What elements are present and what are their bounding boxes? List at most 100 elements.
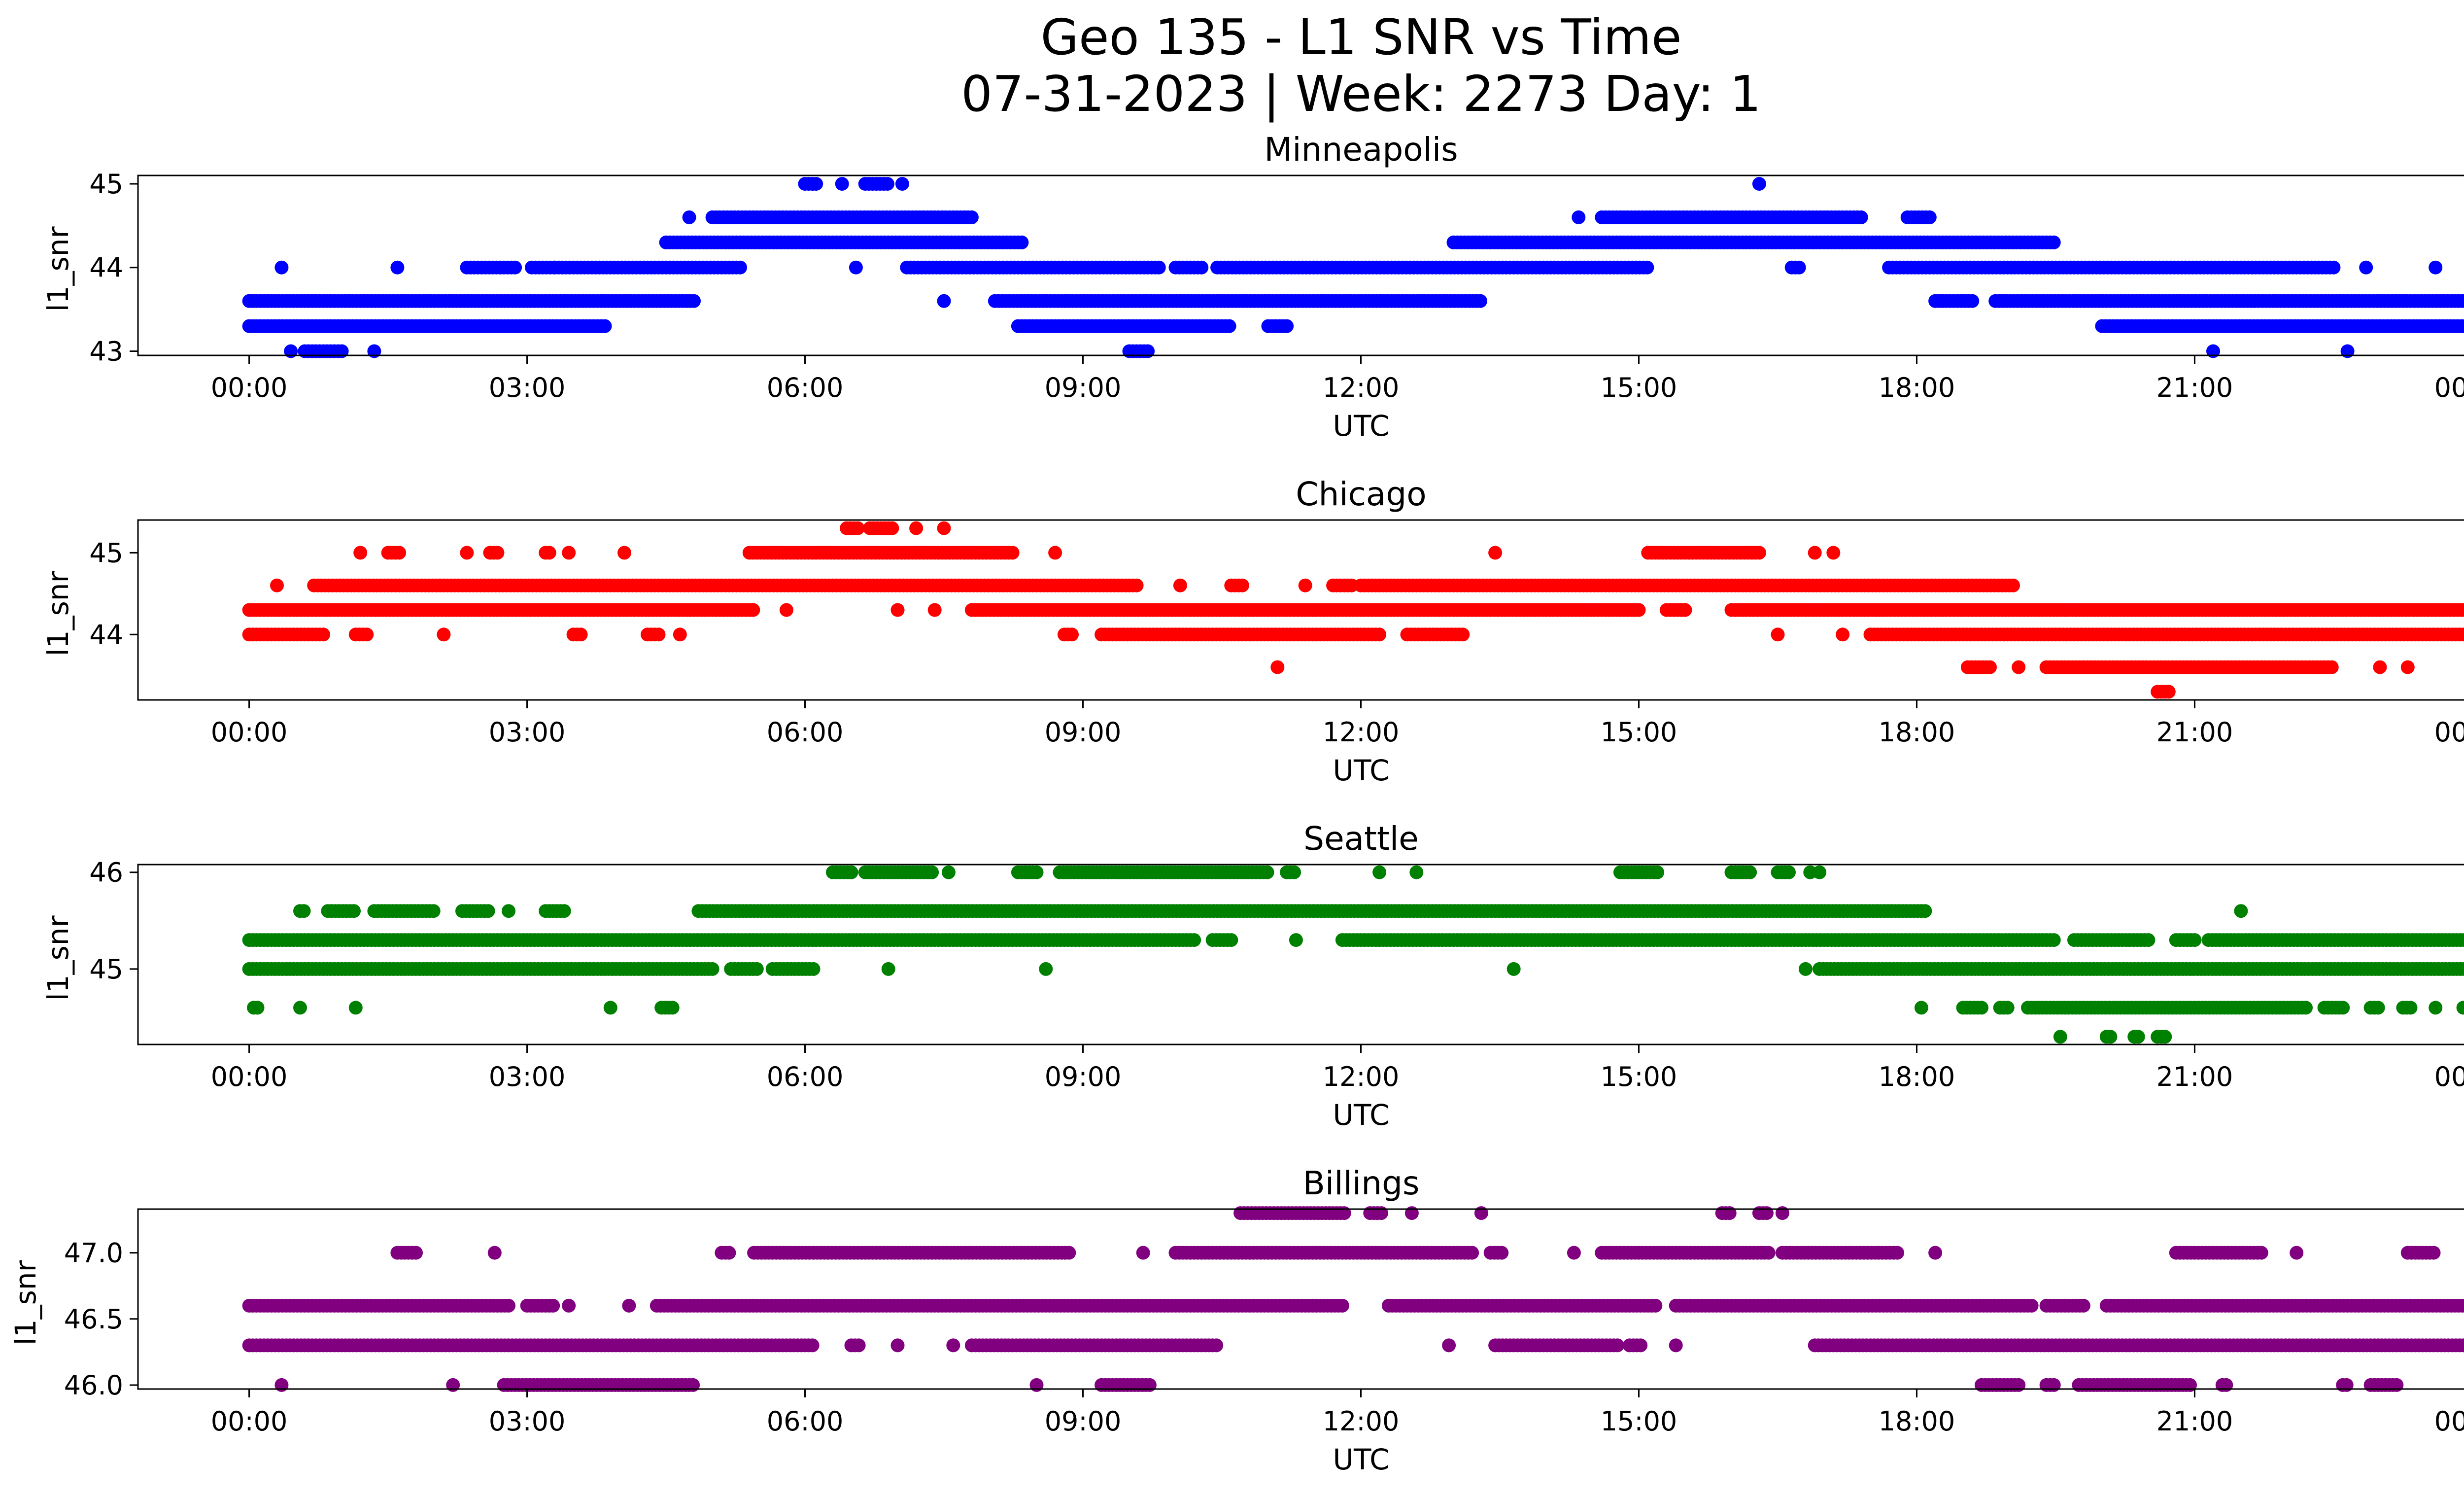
data-point <box>2400 660 2415 674</box>
data-point <box>1678 603 1692 617</box>
data-point <box>1752 546 1766 560</box>
data-point <box>2188 933 2202 947</box>
data-point <box>1798 962 1813 976</box>
data-point <box>890 1338 905 1353</box>
data-point <box>1270 660 1285 674</box>
y-tick-label: 45 <box>89 954 123 985</box>
data-point <box>274 1378 289 1392</box>
data-point <box>481 904 495 918</box>
data-point <box>651 627 666 642</box>
data-point <box>1975 1001 1988 1015</box>
data-point <box>2234 904 2248 918</box>
data-point <box>1029 1378 1044 1392</box>
data-point <box>2373 660 2387 674</box>
data-point <box>682 210 696 224</box>
data-point <box>881 962 895 976</box>
data-point <box>360 627 374 642</box>
y-axis-label: l1_snr <box>9 1260 42 1345</box>
data-point <box>617 546 631 560</box>
data-points <box>242 865 2464 1044</box>
data-point <box>1048 546 1062 560</box>
x-tick-label: 21:00 <box>2156 372 2233 403</box>
data-point <box>574 627 588 642</box>
x-tick-label: 12:00 <box>1323 372 1400 403</box>
data-point <box>1792 260 1806 275</box>
data-point <box>2325 660 2339 674</box>
data-point <box>2053 1030 2067 1044</box>
x-tick-label: 09:00 <box>1045 372 1122 403</box>
data-point <box>1173 578 1187 592</box>
data-point <box>2158 1030 2172 1044</box>
data-point <box>2103 1030 2118 1044</box>
data-point <box>2456 1001 2464 1015</box>
data-point <box>1195 260 1209 275</box>
data-point <box>2458 319 2464 333</box>
data-point <box>964 210 979 224</box>
data-point <box>1808 546 1822 560</box>
data-point <box>508 260 522 275</box>
panel-title: Minneapolis <box>1264 131 1458 169</box>
minneapolis-panel: Minneapolis UTC l1_snr 00:00 03:00 06:00 09… <box>41 131 2464 443</box>
data-point <box>2006 578 2020 592</box>
x-tick-label: 15:00 <box>1601 1061 1677 1092</box>
data-point <box>562 546 576 560</box>
data-point <box>2429 260 2443 275</box>
x-tick-label: 03:00 <box>489 717 566 748</box>
data-point <box>1506 962 1521 976</box>
data-point <box>460 546 474 560</box>
data-point <box>353 546 368 560</box>
data-point <box>750 962 764 976</box>
panel-title: Chicago <box>1296 475 1426 513</box>
x-tick-label: 18:00 <box>1879 1061 1955 1092</box>
data-point <box>1752 177 1766 191</box>
data-point <box>316 627 330 642</box>
y-tick-label: 44 <box>89 619 123 650</box>
y-axis-label: l1_snr <box>41 571 75 656</box>
data-point <box>437 627 451 642</box>
data-point <box>1298 578 1312 592</box>
data-point <box>673 627 687 642</box>
data-point <box>835 177 849 191</box>
y-tick-label: 46 <box>89 857 123 888</box>
data-point <box>2339 1378 2354 1392</box>
data-point <box>1669 1338 1683 1353</box>
data-point <box>849 260 863 275</box>
data-point <box>2463 297 2464 305</box>
data-point <box>1488 546 1503 560</box>
data-point <box>1456 627 1470 642</box>
data-point <box>1129 578 1144 592</box>
data-point <box>805 1338 820 1353</box>
data-point <box>1854 210 1868 224</box>
data-point <box>1280 319 1294 333</box>
data-point <box>2012 1378 2026 1392</box>
data-point <box>1152 260 1166 275</box>
data-point <box>925 865 939 879</box>
x-tick-label: 15:00 <box>1601 372 1677 403</box>
data-point <box>1572 210 1586 224</box>
x-tick-label: 06:00 <box>767 1061 844 1092</box>
x-tick-label: 18:00 <box>1879 717 1955 748</box>
data-point <box>2219 1378 2233 1392</box>
data-point <box>2403 1001 2418 1015</box>
data-point <box>603 1001 617 1015</box>
data-point <box>2336 1001 2350 1015</box>
data-point <box>2327 260 2341 275</box>
data-point <box>1187 933 1201 947</box>
data-point <box>2141 933 2156 947</box>
x-tick-label: 03:00 <box>489 372 566 403</box>
y-tick-label: 45 <box>89 537 123 568</box>
data-point <box>890 603 905 617</box>
data-points <box>242 177 2464 358</box>
plot-frame <box>137 864 2464 1045</box>
data-points <box>242 1206 2464 1392</box>
x-tick-label: 00:00 <box>2434 1061 2464 1092</box>
x-tick-label: 00:00 <box>211 372 288 403</box>
data-point <box>806 962 821 976</box>
x-tick-label: 00:00 <box>211 1061 288 1092</box>
data-point <box>1813 865 1827 879</box>
data-point <box>2161 685 2176 699</box>
figure-title-line-2: 07-31-2023 | Week: 2273 Day: 1 <box>961 65 1761 123</box>
data-point <box>490 546 505 560</box>
data-point <box>542 546 556 560</box>
